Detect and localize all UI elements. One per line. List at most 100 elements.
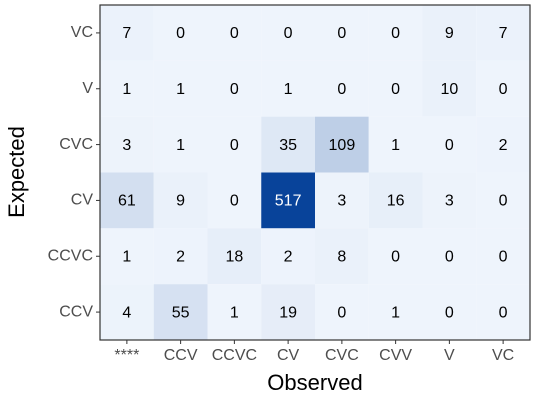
x-tick-label: **** xyxy=(114,347,139,364)
cell-label: 0 xyxy=(445,248,454,265)
cell-label: 35 xyxy=(279,137,297,154)
heatmap-cell xyxy=(261,5,315,61)
heatmap-cell xyxy=(100,116,154,173)
cell-label: 0 xyxy=(391,25,400,42)
cell-label: 1 xyxy=(122,248,131,265)
x-tick-label: CCV xyxy=(164,347,198,364)
heatmap-cell xyxy=(422,5,477,61)
heatmap-cell xyxy=(207,172,262,229)
y-tick-label: CV xyxy=(71,192,94,209)
cell-label: 0 xyxy=(176,25,185,42)
heatmap-cell xyxy=(422,60,477,117)
heatmap-cell xyxy=(153,5,208,61)
cell-label: 3 xyxy=(122,137,131,154)
cell-label: 9 xyxy=(445,25,454,42)
cell-label: 2 xyxy=(284,248,293,265)
y-tick-label: CCV xyxy=(59,303,93,320)
heatmap-cell xyxy=(315,5,369,61)
cell-label: 2 xyxy=(499,137,508,154)
cell-label: 1 xyxy=(176,81,185,98)
x-tick-label: CVC xyxy=(325,347,359,364)
cell-label: 0 xyxy=(337,81,346,98)
heatmap-cell xyxy=(207,116,262,173)
y-tick-label: VC xyxy=(71,24,93,41)
heatmap-cell xyxy=(153,228,208,285)
cell-label: 1 xyxy=(122,81,131,98)
cell-label: 55 xyxy=(172,304,190,321)
heatmap-cell xyxy=(153,172,208,229)
heatmap-cell xyxy=(476,116,530,173)
heatmap-cell xyxy=(368,284,423,340)
cell-label: 0 xyxy=(445,137,454,154)
heatmap-cell xyxy=(261,284,315,340)
heatmap-cell xyxy=(315,284,369,340)
cell-label: 9 xyxy=(176,193,185,210)
cell-label: 18 xyxy=(225,248,243,265)
cell-label: 0 xyxy=(445,304,454,321)
cell-label: 1 xyxy=(230,304,239,321)
heatmap-cell xyxy=(315,172,369,229)
cell-label: 10 xyxy=(440,81,458,98)
cell-label: 0 xyxy=(337,304,346,321)
heatmap-cell xyxy=(315,60,369,117)
heatmap-cell xyxy=(207,228,262,285)
cell-label: 0 xyxy=(337,25,346,42)
heatmap-cell xyxy=(207,60,262,117)
cell-label: 8 xyxy=(337,248,346,265)
y-tick-label: CCVC xyxy=(48,247,93,264)
cell-label: 2 xyxy=(176,248,185,265)
cell-label: 0 xyxy=(391,248,400,265)
cell-label: 0 xyxy=(391,81,400,98)
heatmap-cell xyxy=(100,172,154,229)
cell-label: 0 xyxy=(284,25,293,42)
cell-label: 0 xyxy=(230,193,239,210)
heatmap-cell xyxy=(100,228,154,285)
heatmap-cell xyxy=(100,60,154,117)
y-axis-title: Expected xyxy=(4,126,29,218)
heatmap-cell xyxy=(153,116,208,173)
heatmap-cell xyxy=(368,116,423,173)
heatmap-cell xyxy=(476,172,530,229)
cell-label: 517 xyxy=(275,193,302,210)
heatmap-cell xyxy=(368,228,423,285)
x-tick-label: CV xyxy=(277,347,300,364)
heatmap-cell xyxy=(476,284,530,340)
heatmap-cell xyxy=(422,116,477,173)
heatmap-cell xyxy=(422,284,477,340)
heatmap-cell xyxy=(261,116,315,173)
y-tick-label: V xyxy=(82,80,93,97)
cell-label: 0 xyxy=(499,304,508,321)
cell-label: 0 xyxy=(499,81,508,98)
heatmap-cell xyxy=(368,5,423,61)
heatmap-cell xyxy=(368,172,423,229)
heatmap-cell xyxy=(207,284,262,340)
x-axis-title: Observed xyxy=(267,370,362,395)
cell-label: 109 xyxy=(329,137,356,154)
cell-label: 1 xyxy=(391,304,400,321)
cell-label: 7 xyxy=(499,25,508,42)
heatmap-cell xyxy=(153,284,208,340)
heatmap-cell xyxy=(476,60,530,117)
cell-label: 0 xyxy=(499,248,508,265)
heatmap-cell xyxy=(476,5,530,61)
cell-label: 16 xyxy=(387,193,405,210)
cell-label: 1 xyxy=(284,81,293,98)
heatmap-cell xyxy=(476,228,530,285)
heatmap-cell xyxy=(153,60,208,117)
heatmap-cell xyxy=(315,116,369,173)
cell-label: 0 xyxy=(230,81,239,98)
heatmap-cell xyxy=(422,228,477,285)
y-tick-label: CVC xyxy=(59,136,93,153)
cell-label: 19 xyxy=(279,304,297,321)
cell-label: 1 xyxy=(391,137,400,154)
x-tick-label: V xyxy=(444,347,455,364)
x-tick-label: CVV xyxy=(379,347,412,364)
panel-border xyxy=(99,4,531,341)
cell-label: 4 xyxy=(122,304,131,321)
cell-label: 61 xyxy=(118,193,136,210)
cell-label: 0 xyxy=(230,25,239,42)
heatmap-cell xyxy=(368,60,423,117)
heatmap-cell xyxy=(315,228,369,285)
heatmap-cell xyxy=(100,284,154,340)
